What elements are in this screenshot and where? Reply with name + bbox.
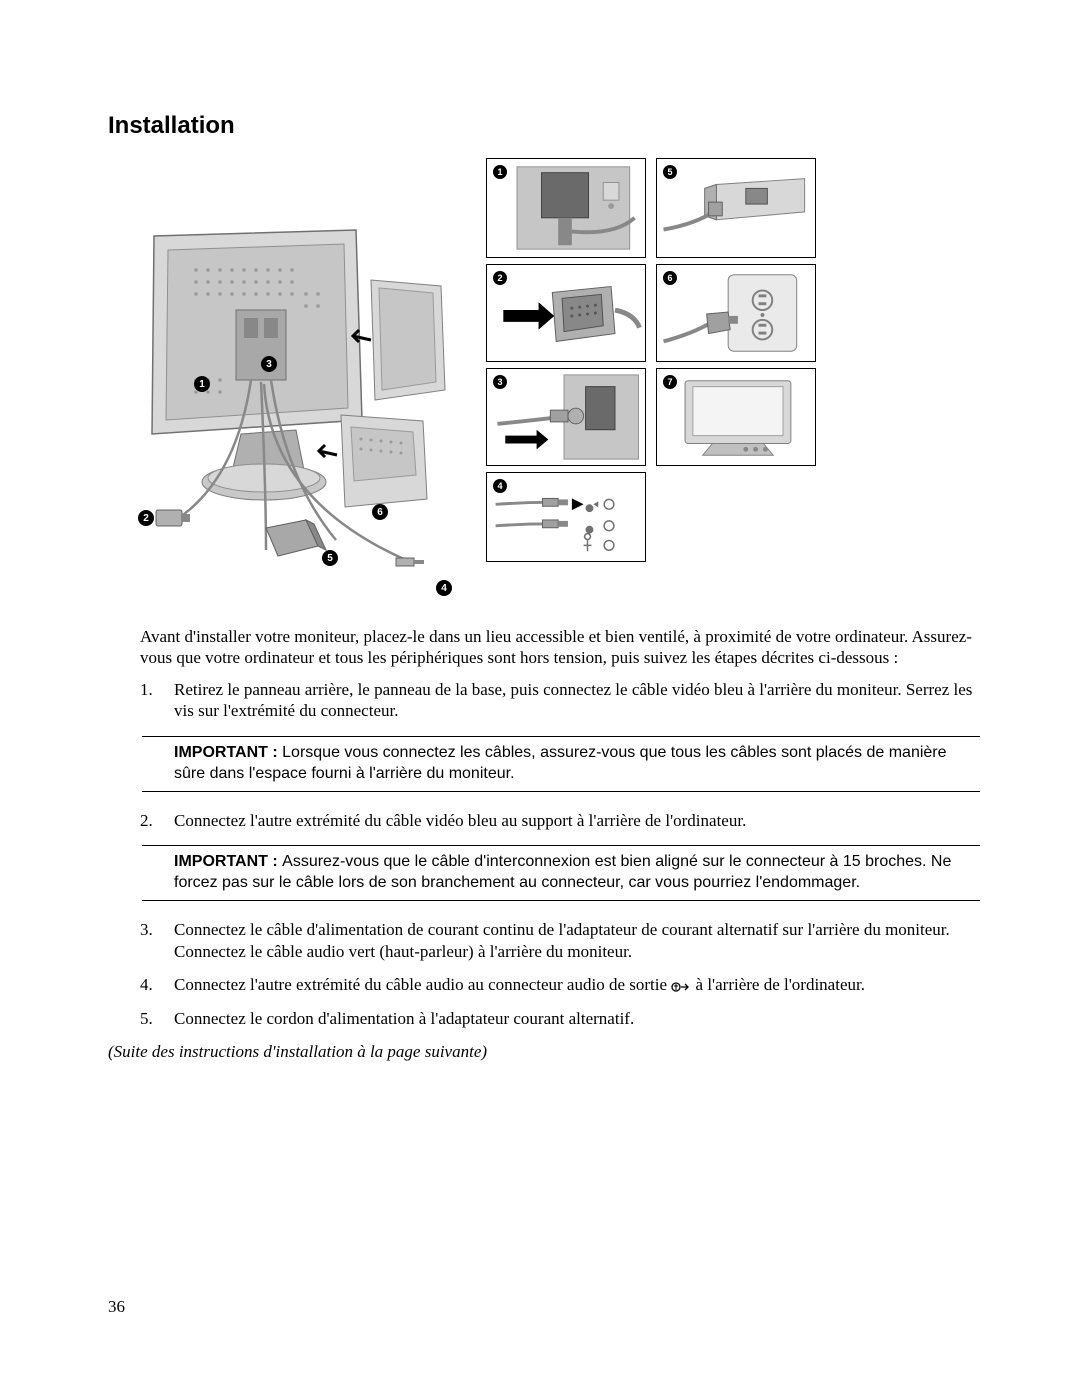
step-panel-3: 3 [486,368,646,466]
step-panel-1: 1 [486,158,646,258]
instruction-text: Connectez l'autre extrémité du câble aud… [174,974,980,996]
callout-1: 1 [194,376,210,392]
instruction-list: 2. Connectez l'autre extrémité du câble … [140,810,980,832]
callout-4: 4 [436,580,452,596]
list-marker: 5. [140,1008,174,1030]
step-num-4: 4 [493,479,507,493]
step-panel-4: 4 [486,472,646,562]
callout-6: 6 [372,504,388,520]
important-text: Lorsque vous connectez les câbles, assur… [174,744,947,782]
main-illustration: 1 3 2 5 6 4 [116,220,476,600]
callout-2: 2 [138,510,154,526]
continued-note: (Suite des instructions d'installation à… [108,1042,980,1062]
step-num-1: 1 [493,165,507,179]
step-panel-6: 6 [656,264,816,362]
step4-text-a: Connectez l'autre extrémité du câble aud… [174,975,671,994]
monitor-exploded-svg [116,220,476,600]
callout-5: 5 [322,550,338,566]
intro-paragraph: Avant d'installer votre moniteur, placez… [140,626,980,669]
step-num-6: 6 [663,271,677,285]
step-num-7: 7 [663,375,677,389]
step-num-3: 3 [493,375,507,389]
instruction-item-1: 1. Retirez le panneau arrière, le pannea… [140,679,980,723]
list-marker: 2. [140,810,174,832]
step-panel-2: 2 [486,264,646,362]
important-note-1: IMPORTANT : Lorsque vous connectez les c… [142,736,980,792]
instruction-text: Retirez le panneau arrière, le panneau d… [174,679,980,723]
instruction-text: Connectez le cordon d'alimentation à l'a… [174,1008,980,1030]
list-marker: 3. [140,919,174,963]
steps-column-right: 5 6 7 [656,158,816,600]
instruction-item-3: 3. Connectez le câble d'alimentation de … [140,919,980,963]
callout-3: 3 [261,356,277,372]
important-note-2: IMPORTANT : Assurez-vous que le câble d'… [142,845,980,901]
list-marker: 4. [140,974,174,996]
important-label: IMPORTANT : [174,744,282,761]
instruction-item-2: 2. Connectez l'autre extrémité du câble … [140,810,980,832]
instruction-item-5: 5. Connectez le cordon d'alimentation à … [140,1008,980,1030]
audio-out-icon [671,981,691,993]
step-num-2: 2 [493,271,507,285]
installation-figure: 1 3 2 5 6 4 1 2 [116,158,980,600]
step-panel-5: 5 [656,158,816,258]
instruction-item-4: 4. Connectez l'autre extrémité du câble … [140,974,980,996]
steps-column-left: 1 2 3 [486,158,646,600]
instruction-list: 1. Retirez le panneau arrière, le pannea… [140,679,980,723]
section-heading: Installation [108,112,980,140]
instruction-text: Connectez l'autre extrémité du câble vid… [174,810,980,832]
instruction-list: 3. Connectez le câble d'alimentation de … [140,919,980,1030]
instruction-text: Connectez le câble d'alimentation de cou… [174,919,980,963]
page-number: 36 [108,1297,125,1317]
step4-text-b: à l'arrière de l'ordinateur. [691,975,865,994]
important-text: Assurez-vous que le câble d'interconnexi… [174,853,951,891]
important-label: IMPORTANT : [174,853,282,870]
step-num-5: 5 [663,165,677,179]
step-panel-7: 7 [656,368,816,466]
list-marker: 1. [140,679,174,723]
